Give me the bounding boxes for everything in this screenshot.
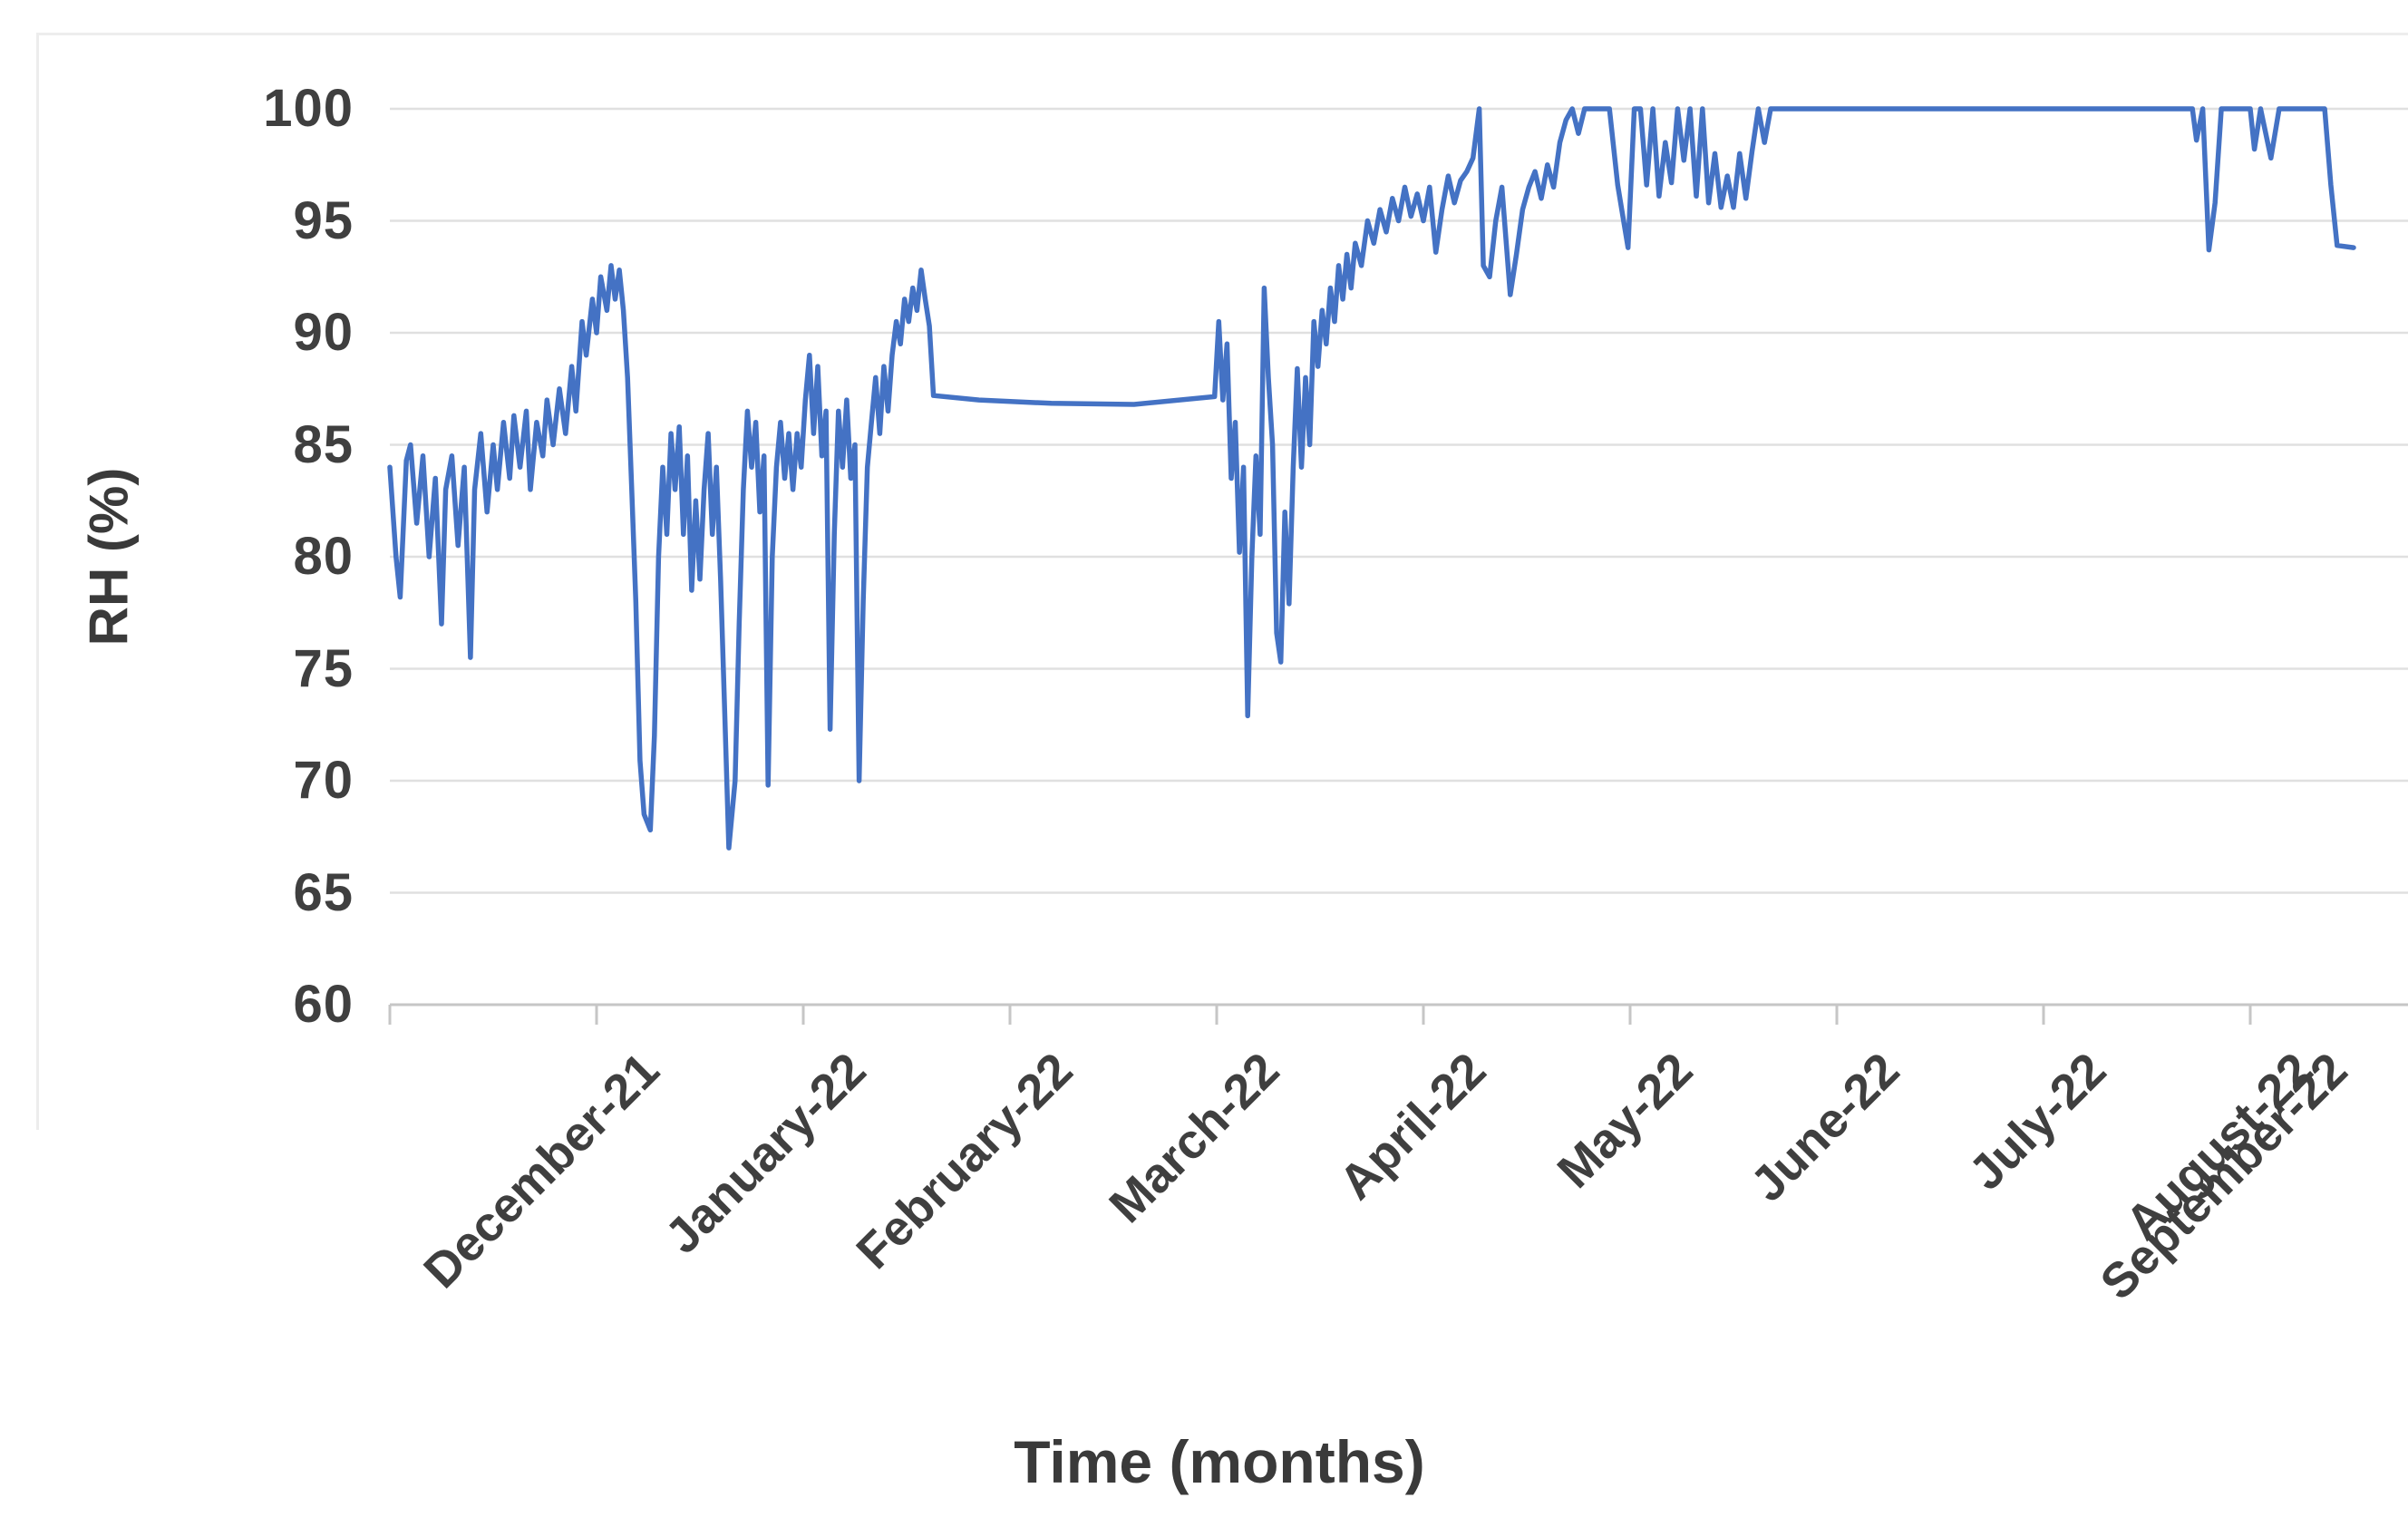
y-tick-label-100: 100	[263, 79, 354, 138]
chart-frame-left-border	[36, 33, 39, 1130]
rh-series-line	[387, 106, 2356, 851]
x-axis-title: Time (months)	[1014, 1428, 1425, 1495]
y-tick-label-70: 70	[293, 751, 354, 810]
y-tick-label-95: 95	[293, 190, 354, 250]
y-tick-label-85: 85	[293, 414, 354, 474]
y-tick-label-65: 65	[293, 862, 354, 922]
y-axis-title: RH (%)	[78, 467, 140, 647]
y-tick-label-80: 80	[293, 527, 354, 586]
chart-frame-top-border	[36, 33, 2408, 35]
y-tick-label-75: 75	[293, 638, 354, 698]
y-tick-label-90: 90	[293, 303, 354, 362]
y-tick-label-60: 60	[293, 975, 354, 1034]
